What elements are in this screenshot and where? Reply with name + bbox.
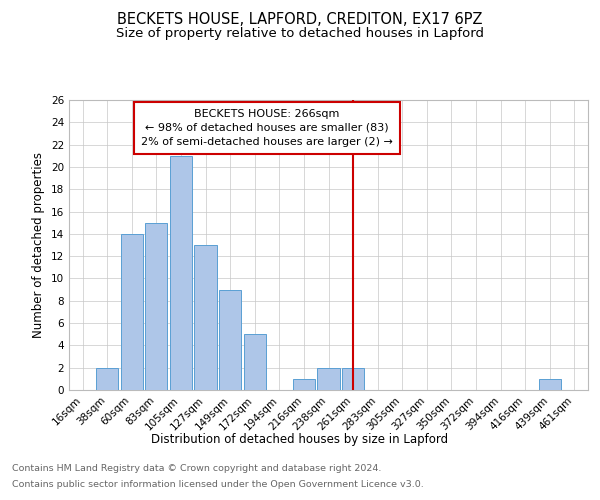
Bar [194, 245, 217, 390]
Bar [244, 334, 266, 390]
Y-axis label: Number of detached properties: Number of detached properties [32, 152, 46, 338]
Bar [539, 379, 561, 390]
Text: Distribution of detached houses by size in Lapford: Distribution of detached houses by size … [151, 432, 449, 446]
Bar [96, 368, 118, 390]
Bar [121, 234, 143, 390]
Bar [145, 222, 167, 390]
Text: BECKETS HOUSE, LAPFORD, CREDITON, EX17 6PZ: BECKETS HOUSE, LAPFORD, CREDITON, EX17 6… [117, 12, 483, 28]
Bar [317, 368, 340, 390]
Bar [342, 368, 364, 390]
Bar [293, 379, 315, 390]
Text: BECKETS HOUSE: 266sqm
← 98% of detached houses are smaller (83)
2% of semi-detac: BECKETS HOUSE: 266sqm ← 98% of detached … [141, 109, 393, 147]
Text: Size of property relative to detached houses in Lapford: Size of property relative to detached ho… [116, 28, 484, 40]
Text: Contains public sector information licensed under the Open Government Licence v3: Contains public sector information licen… [12, 480, 424, 489]
Bar [219, 290, 241, 390]
Bar [170, 156, 192, 390]
Text: Contains HM Land Registry data © Crown copyright and database right 2024.: Contains HM Land Registry data © Crown c… [12, 464, 382, 473]
